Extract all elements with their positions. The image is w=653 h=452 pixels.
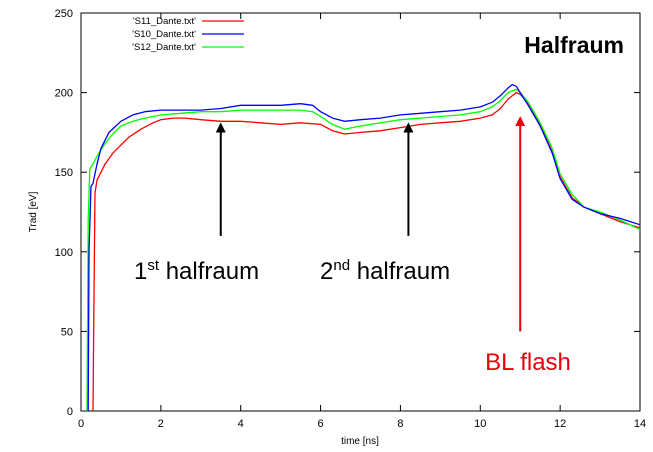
legend-label-s12: 'S12_Dante.txt': [132, 42, 196, 53]
x-tick-label: 4: [238, 418, 244, 430]
axis-ticks: 0 2 4 6 8 10 12 14 0 50 100 150 200 250: [55, 8, 646, 430]
x-axis-label: time [ns]: [341, 436, 379, 447]
plot-frame: [80, 12, 641, 412]
y-tick-label: 0: [67, 406, 73, 418]
series-line-s10-dante-txt: [87, 83, 641, 412]
x-tick-label: 0: [78, 418, 84, 430]
x-tick-label: 10: [474, 418, 486, 430]
annotations: 1st halfraum 2nd halfraum BL flash: [134, 116, 571, 376]
legend: 'S11_Dante.txt' 'S10_Dante.txt' 'S12_Dan…: [132, 16, 244, 53]
chart-title: Halfraum: [524, 32, 624, 58]
first-halfraum-label: 1st halfraum: [134, 257, 259, 285]
x-tick-label: 12: [554, 418, 566, 430]
legend-label-s10: 'S10_Dante.txt': [132, 29, 196, 40]
y-tick-label: 150: [55, 167, 73, 179]
x-tick-label: 6: [318, 418, 324, 430]
y-tick-label: 50: [61, 326, 73, 338]
y-tick-label: 250: [55, 8, 73, 20]
bl-flash-label: BL flash: [485, 349, 571, 376]
y-axis-label: Trad [eV]: [28, 191, 39, 232]
x-tick-label: 8: [397, 418, 403, 430]
legend-label-s11: 'S11_Dante.txt': [133, 16, 196, 27]
second-halfraum-label: 2nd halfraum: [320, 257, 450, 285]
y-tick-label: 100: [55, 247, 73, 259]
series-lines: [86, 83, 641, 412]
x-tick-label: 2: [158, 418, 164, 430]
series-line-s12-dante-txt: [86, 88, 641, 412]
y-tick-label: 200: [55, 88, 73, 100]
x-tick-label: 14: [634, 418, 646, 430]
series-line-s11-dante-txt: [92, 91, 641, 412]
